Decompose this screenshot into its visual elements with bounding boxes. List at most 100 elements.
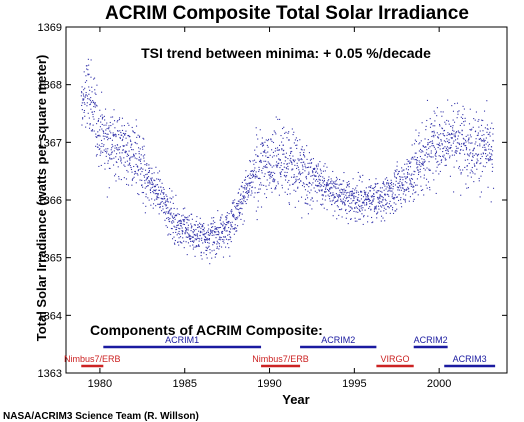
data-point <box>236 202 238 205</box>
data-point <box>171 222 173 224</box>
data-point <box>388 186 391 188</box>
data-point <box>242 203 244 205</box>
data-point <box>329 188 331 190</box>
data-point <box>325 191 327 193</box>
data-point <box>473 163 475 165</box>
data-point <box>93 105 95 108</box>
data-point <box>471 142 473 144</box>
data-point <box>198 226 200 228</box>
data-point <box>475 130 477 132</box>
component-label: ACRIM2 <box>321 335 355 345</box>
data-point <box>178 244 180 246</box>
data-point <box>345 186 348 188</box>
data-point <box>489 159 491 161</box>
data-point <box>352 188 354 190</box>
data-point <box>222 224 224 226</box>
data-point <box>131 149 133 151</box>
data-point <box>377 197 379 199</box>
data-point <box>350 195 352 197</box>
data-point <box>417 169 419 171</box>
data-point <box>402 179 404 181</box>
data-point <box>463 138 465 140</box>
data-point <box>429 169 431 171</box>
data-point <box>395 176 397 179</box>
data-point <box>215 231 217 233</box>
data-point <box>490 146 493 148</box>
data-point <box>223 227 225 229</box>
data-point <box>309 192 311 194</box>
data-point <box>117 166 119 168</box>
data-point <box>467 154 469 156</box>
data-point <box>320 175 322 177</box>
data-point <box>189 238 191 240</box>
data-point <box>406 158 408 161</box>
data-point <box>490 156 492 158</box>
data-point <box>128 134 130 137</box>
data-point <box>360 207 362 209</box>
data-point <box>117 130 119 132</box>
data-point <box>418 160 420 162</box>
data-point <box>82 98 84 100</box>
data-point <box>427 139 429 141</box>
data-point <box>170 207 172 209</box>
data-point <box>282 144 284 146</box>
data-point <box>253 159 256 161</box>
data-point <box>183 223 186 226</box>
data-point <box>308 182 310 184</box>
data-point <box>82 93 84 95</box>
data-point <box>121 125 123 127</box>
data-point <box>112 132 114 134</box>
data-point <box>109 121 111 124</box>
data-point <box>217 231 219 233</box>
data-point <box>347 200 349 202</box>
data-point <box>159 206 161 208</box>
data-point <box>283 166 285 168</box>
data-point <box>273 155 275 157</box>
data-point <box>219 226 222 228</box>
data-point <box>171 238 174 240</box>
data-point <box>398 194 400 196</box>
data-point <box>293 131 295 133</box>
data-point <box>484 166 486 168</box>
data-point <box>136 165 139 167</box>
data-point <box>435 158 437 160</box>
data-point <box>320 203 322 205</box>
data-point <box>391 184 393 186</box>
data-point <box>151 183 153 185</box>
data-point <box>226 212 228 214</box>
data-point <box>270 139 272 141</box>
data-point <box>304 189 307 191</box>
data-point <box>176 234 178 236</box>
data-point <box>97 131 99 133</box>
data-point <box>114 133 116 135</box>
data-point <box>262 151 264 153</box>
data-point <box>274 172 276 174</box>
data-point <box>247 194 250 196</box>
data-point <box>209 233 211 235</box>
data-point <box>387 206 389 208</box>
data-point <box>168 218 170 220</box>
data-point <box>424 154 426 156</box>
data-point <box>213 241 215 243</box>
data-point <box>212 230 214 232</box>
data-point <box>178 224 180 226</box>
data-point <box>419 171 421 173</box>
data-point <box>414 156 416 158</box>
data-point <box>426 187 428 189</box>
data-point <box>387 184 390 186</box>
data-point <box>331 183 333 185</box>
data-point <box>492 150 494 152</box>
data-point <box>294 159 296 161</box>
data-point <box>269 175 271 177</box>
data-point <box>338 195 340 197</box>
data-point <box>161 198 163 200</box>
data-point <box>419 168 421 170</box>
data-point <box>372 187 374 189</box>
data-point <box>258 170 260 173</box>
data-point <box>101 143 103 145</box>
data-point <box>152 186 154 188</box>
data-point <box>433 130 435 132</box>
data-point <box>259 188 261 190</box>
data-point <box>212 244 214 246</box>
data-point <box>211 257 213 259</box>
